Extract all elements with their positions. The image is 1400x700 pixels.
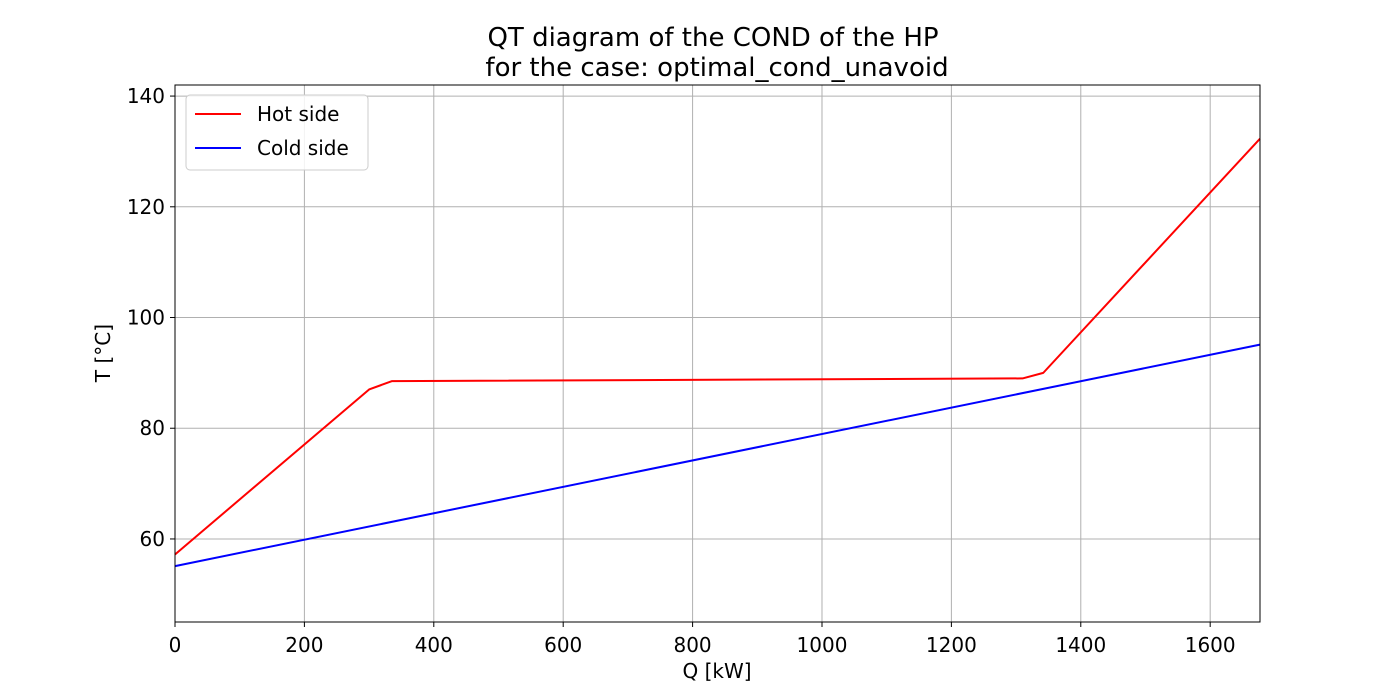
x-tick-label: 1000	[797, 633, 848, 657]
x-tick-label: 1600	[1185, 633, 1236, 657]
y-tick-label: 60	[140, 527, 165, 551]
x-tick-label: 600	[544, 633, 582, 657]
cold-side-line	[174, 343, 1261, 568]
y-tick-label: 80	[140, 416, 165, 440]
x-axis-label: Q [kW]	[682, 659, 751, 683]
legend-label-hot-side: Hot side	[257, 102, 339, 126]
series-lines	[174, 138, 1261, 568]
y-tick-label: 100	[127, 306, 165, 330]
x-tick-label: 400	[415, 633, 453, 657]
chart-subtitle: for the case: optimal_cond_unavoid	[485, 53, 948, 83]
x-tick-label: 800	[673, 633, 711, 657]
plot-frame	[174, 84, 1261, 623]
chart-title: QT diagram of the COND of the HP	[487, 23, 938, 53]
y-axis-label: T [°C]	[91, 324, 115, 383]
axis-ticks: 0 200 400 600 800 1000 1200 1400 1600 60 80 100 120 1…	[127, 84, 1236, 657]
x-tick-label: 1400	[1055, 633, 1106, 657]
legend-label-cold-side: Cold side	[257, 136, 349, 160]
legend: Hot side Cold side	[185, 94, 369, 171]
x-tick-label: 1200	[926, 633, 977, 657]
y-tick-label: 120	[127, 195, 165, 219]
x-tick-label: 0	[169, 633, 182, 657]
y-tick-label: 140	[127, 84, 165, 108]
hot-side-line	[174, 138, 1261, 556]
grid-lines	[174, 85, 1260, 622]
x-tick-label: 200	[285, 633, 323, 657]
